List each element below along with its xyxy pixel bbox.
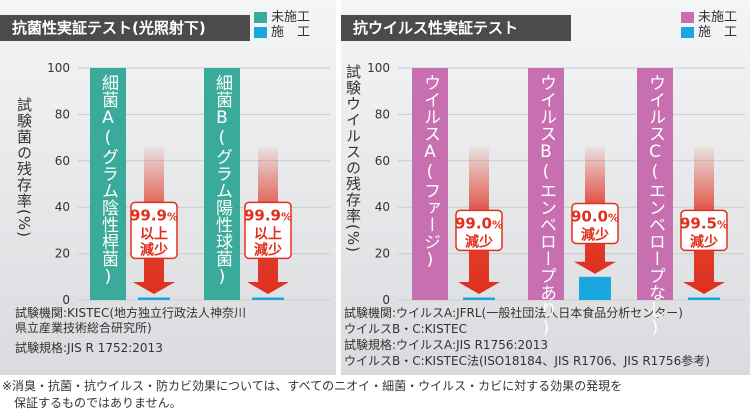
legend-item-untreated: 未施工 bbox=[254, 10, 310, 25]
treated-bar bbox=[138, 297, 170, 300]
reduction-label-box bbox=[244, 201, 292, 260]
reduction-value: 90.0% bbox=[571, 207, 619, 225]
reduction-label-box bbox=[130, 201, 178, 260]
antiviral-footer-line-4: ウイルスB・C:KISTEC法(ISO18184、JIS R1706、JIS R… bbox=[344, 354, 710, 368]
reduction-text: 減少 bbox=[465, 233, 493, 250]
reduction-value: 99.5% bbox=[680, 214, 728, 232]
treated-bar bbox=[688, 297, 720, 300]
reduction-text: 減少 bbox=[581, 226, 609, 243]
untreated-bar bbox=[90, 68, 126, 300]
y-tick-label: 40 bbox=[55, 200, 70, 214]
antiviral-panel: 抗ウイルス性実証テスト 未施工 施 工 試験ウイルスの残存率(%) 試験機関:ウ… bbox=[341, 0, 750, 375]
antibacterial-y-axis-label: 試験菌の残存率(%) bbox=[15, 97, 33, 238]
y-tick-label: 20 bbox=[375, 247, 390, 261]
antibacterial-footer-line-2: 県立産業技術総合研究所) bbox=[15, 321, 152, 335]
reduction-value: 99.9% bbox=[130, 206, 178, 224]
antibacterial-panel: 抗菌性実証テスト(光照射下) 未施工 施 工 試験菌の残存率(%) 試験機関:K… bbox=[0, 0, 336, 375]
antiviral-footer-line-2: ウイルスB・C:KISTEC bbox=[344, 322, 467, 336]
reduction-label-box bbox=[680, 209, 728, 252]
y-tick-label: 40 bbox=[375, 200, 390, 214]
antibacterial-title: 抗菌性実証テスト(光照射下) bbox=[0, 15, 250, 41]
untreated-bar bbox=[204, 68, 240, 300]
antibacterial-footer-line-1: 試験機関:KISTEC(地方独立行政法人神奈川 bbox=[15, 306, 247, 320]
reduction-value: 99.0% bbox=[455, 214, 503, 232]
legend-swatch-treated bbox=[254, 27, 267, 38]
y-tick-label: 0 bbox=[382, 293, 390, 307]
category-label: ウイルスB(エンベロープあり) bbox=[536, 74, 556, 338]
reduction-label-box bbox=[571, 202, 619, 245]
legend-item-treated: 施 工 bbox=[254, 25, 310, 40]
reduction-unit: % bbox=[717, 218, 728, 231]
reduction-unit: % bbox=[281, 210, 292, 223]
untreated-bar bbox=[637, 68, 673, 300]
reduction-label-box bbox=[455, 209, 503, 252]
reduction-unit: % bbox=[608, 211, 619, 224]
reduction-unit: % bbox=[492, 218, 503, 231]
category-label: ウイルスA(ファージ) bbox=[420, 74, 440, 270]
disclaimer-footnote: ※消臭・抗菌・抗ウイルス・防カビ効果については、すべてのニオイ・細菌・ウイルス・… bbox=[2, 378, 622, 412]
reduction-value: 99.9% bbox=[244, 206, 292, 224]
legend-swatch-untreated bbox=[681, 12, 694, 23]
y-tick-label: 60 bbox=[55, 154, 70, 168]
reduction-text: 減少 bbox=[254, 241, 282, 258]
category-label: ウイルスC(エンベロープなし) bbox=[645, 74, 665, 338]
reduction-text: 減少 bbox=[140, 241, 168, 258]
treated-bar bbox=[463, 297, 495, 300]
antiviral-footer-line-3: 試験規格:ウイルスA:JIS R1756:2013 bbox=[344, 338, 549, 352]
untreated-bar bbox=[412, 68, 448, 300]
antiviral-footer-line-1: 試験機関:ウイルスA:JFRL(一般社団法人日本食品分析センター) bbox=[344, 306, 683, 320]
treated-bar bbox=[579, 276, 611, 300]
legend-label-untreated: 未施工 bbox=[271, 10, 311, 25]
legend-swatch-untreated bbox=[254, 12, 267, 23]
y-tick-label: 60 bbox=[375, 154, 390, 168]
antiviral-y-axis-label: 試験ウイルスの残存率(%) bbox=[344, 64, 362, 253]
footnote-line-2: 保証するものではありません。 bbox=[14, 396, 182, 410]
legend-swatch-treated bbox=[681, 27, 694, 38]
y-tick-label: 100 bbox=[367, 61, 390, 75]
legend-label-untreated: 未施工 bbox=[698, 10, 738, 25]
reduction-text: 以上 bbox=[254, 226, 282, 242]
antibacterial-footer-line-3: 試験規格:JIS R 1752:2013 bbox=[15, 341, 163, 355]
legend-item-untreated: 未施工 bbox=[681, 10, 737, 25]
reduction-unit: % bbox=[167, 210, 178, 223]
y-tick-label: 0 bbox=[62, 293, 70, 307]
reduction-text: 減少 bbox=[690, 233, 718, 250]
reduction-text: 以上 bbox=[140, 226, 168, 242]
antiviral-legend: 未施工 施 工 bbox=[681, 10, 737, 40]
y-tick-label: 20 bbox=[55, 247, 70, 261]
antibacterial-legend: 未施工 施 工 bbox=[254, 10, 310, 40]
category-label: 細菌A(グラム陰性桿菌) bbox=[98, 74, 119, 287]
legend-label-treated: 施 工 bbox=[271, 25, 311, 40]
legend-item-treated: 施 工 bbox=[681, 25, 737, 40]
footnote-line-1: ※消臭・抗菌・抗ウイルス・防カビ効果については、すべてのニオイ・細菌・ウイルス・… bbox=[2, 379, 623, 393]
y-tick-label: 80 bbox=[55, 107, 70, 121]
treated-bar bbox=[252, 297, 284, 300]
untreated-bar bbox=[528, 68, 564, 300]
y-tick-label: 100 bbox=[47, 61, 70, 75]
legend-label-treated: 施 工 bbox=[698, 25, 738, 40]
y-tick-label: 80 bbox=[375, 107, 390, 121]
category-label: 細菌B(グラム陽性球菌) bbox=[212, 74, 233, 287]
antiviral-title: 抗ウイルス性実証テスト bbox=[341, 15, 571, 41]
